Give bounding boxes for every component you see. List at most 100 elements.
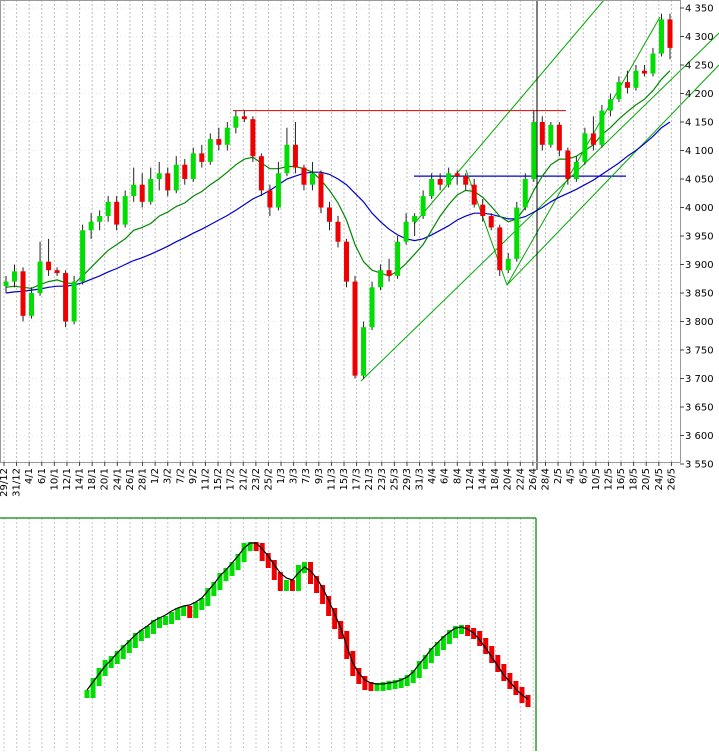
candle-body: [471, 184, 477, 205]
candle-body: [344, 241, 350, 282]
oscillator-bar: [326, 596, 332, 616]
candle-body: [633, 70, 639, 88]
candle-body: [20, 271, 26, 316]
oscillator-bar: [181, 606, 187, 616]
candle-body: [46, 261, 52, 271]
oscillator-bar: [187, 606, 193, 618]
x-tick-label: 14/4: [478, 468, 489, 490]
oscillator-bar: [120, 645, 126, 659]
candle-body: [37, 261, 43, 293]
oscillator-bar: [102, 660, 108, 676]
candle-body: [284, 144, 290, 174]
x-tick-label: 12/5: [603, 468, 614, 490]
x-tick-label: 6/1: [37, 468, 48, 484]
oscillator-bar: [477, 631, 483, 646]
y-tick-label: 4 250: [685, 61, 714, 72]
x-tick-label: 12/1: [62, 468, 73, 490]
x-tick-label: 17/3: [352, 468, 363, 490]
x-tick-label: 11/3: [326, 468, 337, 490]
oscillator-signal-line: [86, 542, 529, 700]
x-tick-label: 10/1: [49, 468, 60, 490]
y-tick-label: 3 800: [685, 317, 714, 328]
x-tick-label: 29/3: [402, 468, 413, 490]
x-tick-label: 21/2: [238, 468, 249, 490]
y-tick-label: 3 750: [685, 346, 714, 357]
candle-body: [105, 201, 111, 217]
oscillator-bar: [271, 560, 277, 580]
oscillator-bar: [320, 585, 326, 604]
x-tick-label: 2/5: [553, 468, 564, 484]
x-tick-label: 11/2: [200, 468, 211, 490]
candle-body: [454, 173, 460, 177]
x-tick-label: 4/4: [427, 468, 438, 484]
oscillator-bar: [217, 573, 223, 590]
x-tick-label: 18/1: [87, 468, 98, 490]
oscillator-bar: [150, 620, 156, 634]
x-tick-label: 7/3: [301, 468, 312, 484]
oscillator-bar: [283, 580, 289, 591]
oscillator-bar: [223, 568, 229, 581]
candle-body: [80, 230, 86, 282]
oscillator-bar: [277, 572, 283, 591]
oscillator-bar: [247, 542, 253, 551]
candle-body: [667, 19, 673, 48]
oscillator-bar: [253, 542, 259, 551]
candle-body: [258, 156, 264, 191]
candle-body: [497, 227, 503, 271]
x-tick-label: 24/5: [654, 468, 665, 490]
x-tick-label: 6/4: [440, 468, 451, 484]
candle-body: [54, 270, 60, 274]
candle-body: [573, 161, 579, 179]
oscillator-bar: [175, 608, 181, 620]
candle-body: [361, 327, 367, 376]
moving-average-short: [5, 70, 671, 290]
oscillator-bar: [265, 553, 271, 568]
oscillator-bar: [428, 648, 434, 663]
candle-body: [139, 184, 145, 202]
candle-body: [403, 221, 409, 242]
x-tick-label: 1/3: [276, 468, 287, 484]
candle-body: [539, 122, 545, 145]
x-tick-label: 1/2: [150, 468, 161, 484]
oscillator-bar: [90, 678, 96, 698]
x-tick-label: 15/2: [213, 468, 224, 490]
candle-body: [224, 127, 230, 145]
candle-body: [437, 179, 443, 185]
oscillator-bar: [483, 638, 489, 654]
oscillator-bar: [465, 625, 471, 636]
x-tick-label: 12/4: [465, 468, 476, 490]
candle-body: [624, 82, 630, 88]
candle-body: [199, 153, 205, 162]
candle-body: [207, 139, 213, 162]
main-overlays: [5, 0, 719, 470]
x-tick-label: 20/5: [641, 468, 652, 490]
y-tick-label: 3 600: [685, 431, 714, 442]
y-tick-label: 3 550: [685, 460, 714, 471]
oscillator-bar: [156, 617, 162, 628]
candle-body: [29, 293, 35, 316]
x-tick-label: 23/2: [251, 468, 262, 490]
oscillator-bar: [380, 682, 386, 691]
candle-body: [607, 99, 613, 111]
x-tick-label: 25/2: [263, 468, 274, 490]
oscillator-bar: [132, 633, 138, 648]
candle-body: [599, 110, 605, 145]
channel-upper-line: [413, 0, 605, 225]
candle-body: [420, 196, 426, 217]
x-tick-label: 15/3: [339, 468, 350, 490]
oscillator-bar: [295, 565, 301, 591]
oscillator-bar: [410, 670, 416, 683]
x-tick-label: 4/5: [566, 468, 577, 484]
candle-body: [548, 124, 554, 145]
oscillator-bar: [404, 675, 410, 686]
candle-body: [565, 150, 571, 179]
x-tick-label: 3/3: [289, 468, 300, 484]
x-tick-label: 23/3: [377, 468, 388, 490]
candle-body: [241, 116, 247, 120]
y-tick-label: 3 700: [685, 374, 714, 385]
x-tick-label: 29/12: [0, 468, 10, 497]
y-tick-label: 4 350: [685, 4, 714, 15]
candle-body: [190, 153, 196, 179]
oscillator-bar: [368, 682, 374, 691]
candle-body: [514, 207, 520, 259]
